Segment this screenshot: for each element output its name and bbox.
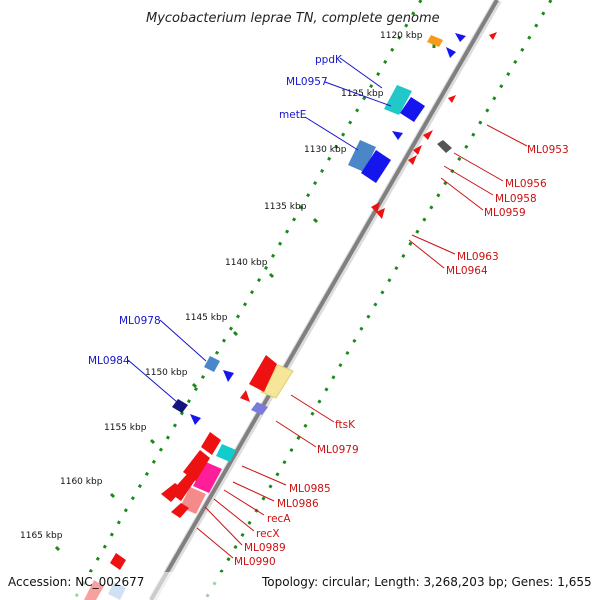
tick-label: 1140 kbp	[225, 258, 268, 268]
tick-label: 1120 kbp	[380, 31, 423, 41]
gene-marker	[455, 33, 466, 42]
gene-label-ML0964: ML0964	[446, 265, 488, 277]
map-title: Mycobacterium leprae TN, complete genome	[146, 11, 440, 26]
gene-label-ML0959: ML0959	[484, 207, 526, 219]
gene-marker	[446, 47, 456, 58]
tick-label: 1125 kbp	[341, 89, 384, 99]
gene-label-ML0957: ML0957	[286, 76, 328, 88]
gene-marker	[423, 130, 433, 140]
callout-lines-forward	[127, 57, 392, 403]
gene-label-ML0990: ML0990	[234, 556, 276, 568]
gene-label-ML0953: ML0953	[527, 144, 569, 156]
gene-block-ppdK	[384, 85, 412, 115]
gene-marker	[223, 370, 234, 382]
gene-block-ML0978	[204, 356, 220, 372]
gene-marker	[110, 553, 126, 570]
gene-marker	[489, 32, 497, 40]
tick-label: 1150 kbp	[145, 368, 188, 378]
gene-label-ML0984: ML0984	[88, 355, 130, 367]
callout-lines-reverse	[196, 124, 528, 559]
gene-marker	[408, 155, 417, 165]
gene-label-ML0956: ML0956	[505, 178, 547, 190]
tick-label: 1135 kbp	[264, 202, 307, 212]
gene-label-ppdK: ppdK	[315, 54, 343, 66]
gene-label-ftsK: ftsK	[335, 419, 356, 431]
gene-marker	[190, 414, 201, 425]
gene-block-ML0957	[400, 97, 425, 122]
gene-label-ML0989: ML0989	[244, 542, 286, 554]
gene-marker	[371, 202, 380, 213]
gene-label-ML0986: ML0986	[277, 498, 319, 510]
backbone	[149, 0, 499, 600]
gene-label-recX: recX	[256, 528, 280, 540]
gene-block-ML0979	[251, 402, 268, 415]
gene-marker	[376, 208, 385, 219]
gene-label-recA: recA	[267, 513, 291, 525]
gene-block-ML0986	[193, 462, 222, 493]
gene-block	[361, 150, 391, 183]
gene-marker	[392, 131, 403, 140]
kbp-tick-marks	[54, 44, 436, 552]
tick-label: 1155 kbp	[104, 423, 147, 433]
gene-block	[427, 35, 443, 47]
gene-block-metE	[348, 140, 376, 172]
gene-label-ML0979: ML0979	[317, 444, 359, 456]
gene-label-metE: metE	[279, 109, 306, 121]
gene-label-ML0985: ML0985	[289, 483, 331, 495]
forward-strand-features	[172, 33, 466, 425]
gene-marker	[413, 145, 422, 155]
tick-label: 1160 kbp	[60, 477, 103, 487]
tick-label: 1165 kbp	[20, 531, 63, 541]
tick-label: 1130 kbp	[304, 145, 347, 155]
genome-summary-text: Topology: circular; Length: 3,268,203 bp…	[261, 575, 592, 589]
gene-marker	[448, 95, 456, 103]
gene-label-ML0958: ML0958	[495, 193, 537, 205]
gene-block-ML0984	[172, 399, 188, 413]
footer-background	[0, 572, 600, 600]
tick-label: 1145 kbp	[185, 313, 228, 323]
gene-label-ML0978: ML0978	[119, 315, 161, 327]
gene-marker	[240, 390, 250, 402]
accession-text: Accession: NC_002677	[8, 575, 144, 589]
gene-label-ML0963: ML0963	[457, 251, 499, 263]
gene-block	[437, 140, 452, 153]
gene-block-ML0985	[216, 444, 236, 462]
